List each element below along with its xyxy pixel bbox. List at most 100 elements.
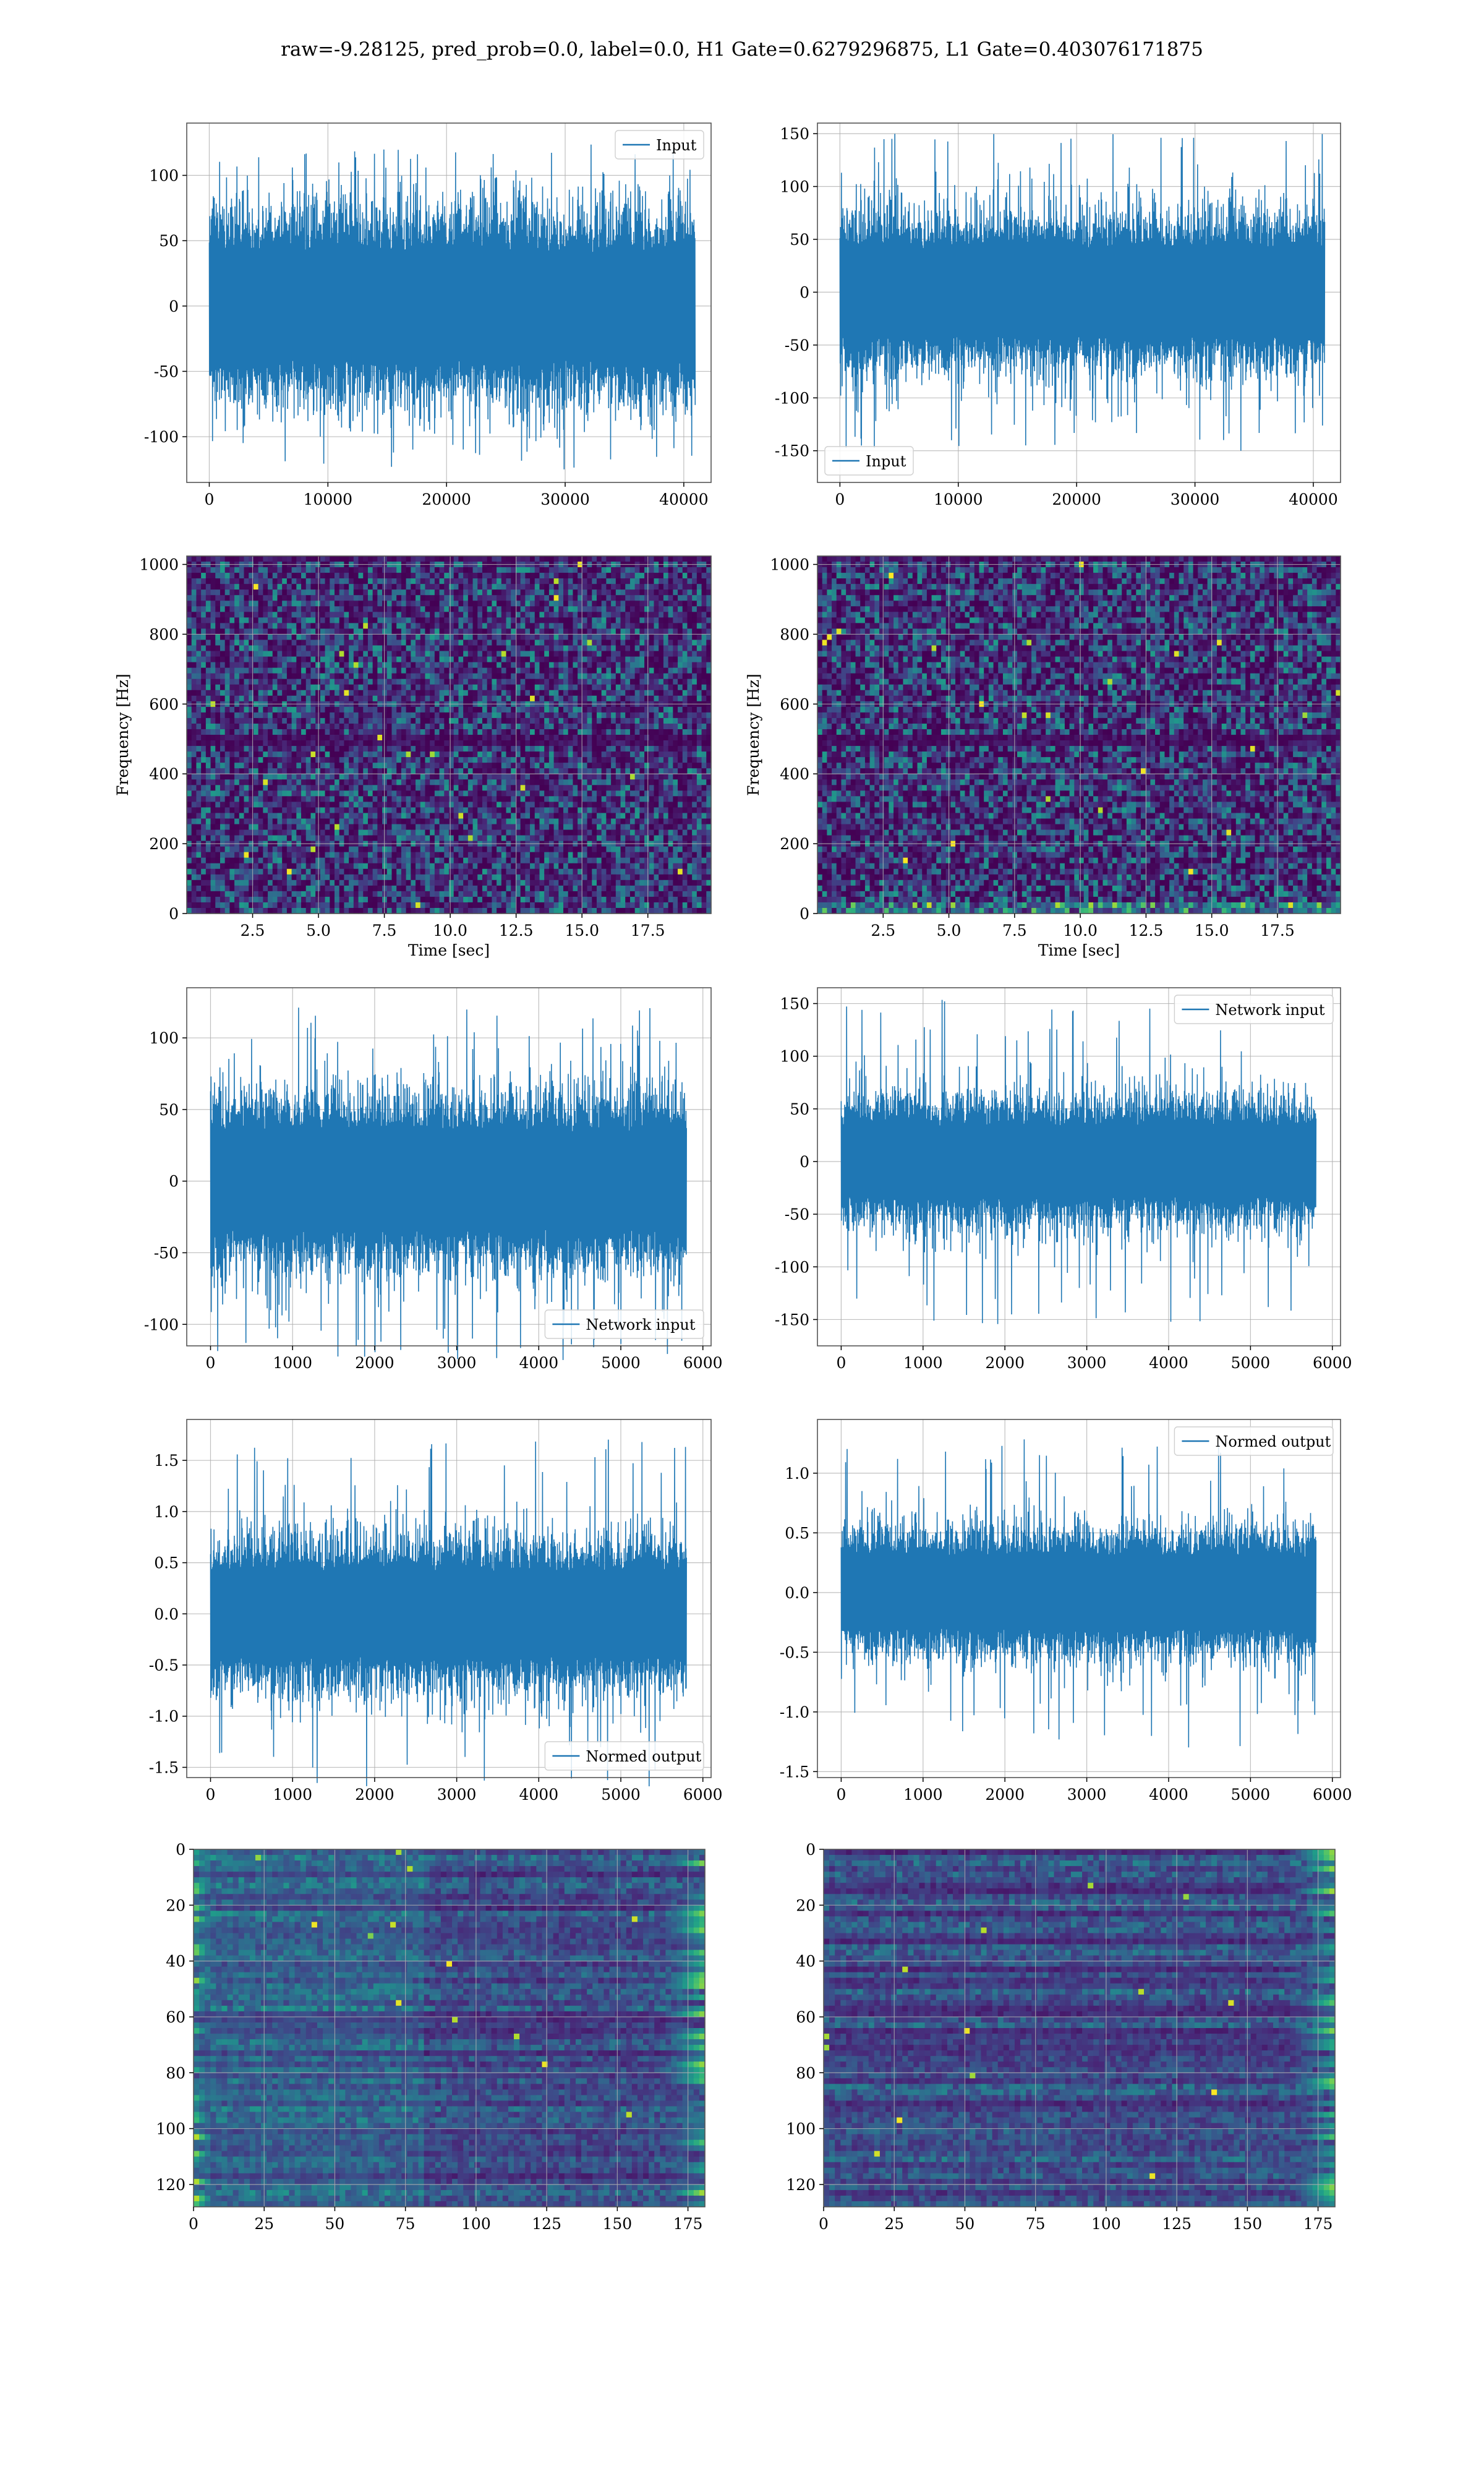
heatmap-cell bbox=[359, 790, 364, 797]
heatmap-cell bbox=[301, 768, 306, 774]
heatmap-cell bbox=[458, 790, 463, 797]
heatmap-cell bbox=[458, 646, 463, 652]
heatmap-cell bbox=[225, 768, 230, 774]
heatmap-cell bbox=[211, 589, 216, 596]
y-tick-label: -100 bbox=[144, 428, 179, 446]
heatmap-cell bbox=[306, 646, 311, 652]
heatmap-cell bbox=[697, 617, 702, 623]
heatmap-cell bbox=[458, 601, 463, 607]
heatmap-cell bbox=[687, 617, 692, 623]
heatmap-cell bbox=[292, 735, 297, 741]
heatmap-cell bbox=[649, 718, 654, 724]
heatmap-cell bbox=[449, 634, 454, 640]
heatmap-cell bbox=[239, 718, 244, 724]
heatmap-cell bbox=[387, 584, 392, 590]
heatmap-cell bbox=[473, 612, 478, 618]
y-tick-label: -150 bbox=[775, 442, 809, 460]
heatmap-cell bbox=[482, 556, 487, 562]
heatmap-cell bbox=[568, 740, 573, 747]
heatmap-cell bbox=[554, 573, 559, 579]
heatmap-cell bbox=[277, 646, 282, 652]
heatmap-cell bbox=[377, 707, 382, 713]
heatmap-cell bbox=[678, 623, 683, 629]
heatmap-cell bbox=[654, 662, 659, 669]
heatmap-cell bbox=[249, 601, 254, 607]
heatmap-cell bbox=[229, 601, 234, 607]
heatmap-cell bbox=[277, 774, 282, 780]
heatmap-cell bbox=[430, 628, 435, 635]
heatmap-cell bbox=[440, 668, 445, 674]
heatmap-cell bbox=[234, 740, 239, 747]
heatmap-cell bbox=[430, 668, 435, 674]
heatmap-cell bbox=[616, 556, 621, 562]
heatmap-cell bbox=[458, 796, 463, 802]
heatmap-cell bbox=[692, 768, 697, 774]
heatmap-cell bbox=[391, 713, 396, 719]
heatmap-cell bbox=[296, 640, 301, 646]
heatmap-cell bbox=[363, 589, 368, 596]
heatmap-cell bbox=[663, 707, 668, 713]
heatmap-cell bbox=[702, 646, 707, 652]
heatmap-cell bbox=[306, 774, 311, 780]
heatmap-cell bbox=[201, 584, 206, 590]
heatmap-cell bbox=[249, 713, 254, 719]
heatmap-cell bbox=[373, 674, 378, 680]
heatmap-cell bbox=[449, 790, 454, 797]
heatmap-cell bbox=[225, 589, 230, 596]
heatmap-cell bbox=[501, 757, 506, 763]
heatmap-cell bbox=[215, 768, 220, 774]
heatmap-cell bbox=[391, 785, 396, 791]
heatmap-cell bbox=[344, 634, 349, 640]
heatmap-cell bbox=[349, 757, 354, 763]
heatmap-cell bbox=[306, 589, 311, 596]
heatmap-cell bbox=[211, 774, 216, 780]
heatmap-cell bbox=[702, 796, 707, 802]
heatmap-cell bbox=[506, 634, 511, 640]
heatmap-cell bbox=[377, 763, 382, 769]
heatmap-cell bbox=[525, 746, 530, 752]
heatmap-cell bbox=[301, 707, 306, 713]
heatmap-cell bbox=[320, 623, 325, 629]
heatmap-cell bbox=[525, 628, 530, 635]
heatmap-cell bbox=[592, 763, 597, 769]
heatmap-cell bbox=[325, 757, 330, 763]
heatmap-cell bbox=[301, 589, 306, 596]
heatmap-cell bbox=[592, 790, 597, 797]
heatmap-cell bbox=[554, 634, 559, 640]
heatmap-cell bbox=[563, 623, 568, 629]
heatmap-cell bbox=[263, 685, 268, 691]
heatmap-cell bbox=[287, 662, 292, 669]
heatmap-cell bbox=[249, 740, 254, 747]
heatmap-cell bbox=[301, 790, 306, 797]
heatmap-cell bbox=[444, 774, 449, 780]
heatmap-cell bbox=[544, 751, 549, 758]
heatmap-cell bbox=[215, 735, 220, 741]
heatmap-cell bbox=[482, 757, 487, 763]
heatmap-cell bbox=[454, 674, 459, 680]
heatmap-cell bbox=[678, 646, 683, 652]
heatmap-cell bbox=[544, 690, 549, 696]
heatmap-cell bbox=[482, 595, 487, 601]
heatmap-cell bbox=[301, 735, 306, 741]
heatmap-cell bbox=[506, 584, 511, 590]
heatmap-cell bbox=[635, 556, 640, 562]
heatmap-cell bbox=[277, 657, 282, 663]
heatmap-cell bbox=[659, 746, 663, 752]
heatmap-cell bbox=[521, 740, 526, 747]
heatmap-cell bbox=[492, 735, 497, 741]
heatmap-cell bbox=[582, 790, 587, 797]
heatmap-cell bbox=[344, 729, 349, 735]
heatmap-cell bbox=[521, 707, 526, 713]
heatmap-cell bbox=[420, 713, 425, 719]
heatmap-cell bbox=[687, 696, 692, 702]
heatmap-cell bbox=[310, 674, 315, 680]
heatmap-cell bbox=[277, 584, 282, 590]
heatmap-cell bbox=[268, 729, 273, 735]
heatmap-cell bbox=[420, 735, 425, 741]
heatmap-cell bbox=[573, 646, 578, 652]
heatmap-cell bbox=[430, 573, 435, 579]
heatmap-cell bbox=[463, 779, 468, 785]
heatmap-cell bbox=[639, 685, 644, 691]
heatmap-cell bbox=[582, 646, 587, 652]
heatmap-cell bbox=[683, 628, 688, 635]
